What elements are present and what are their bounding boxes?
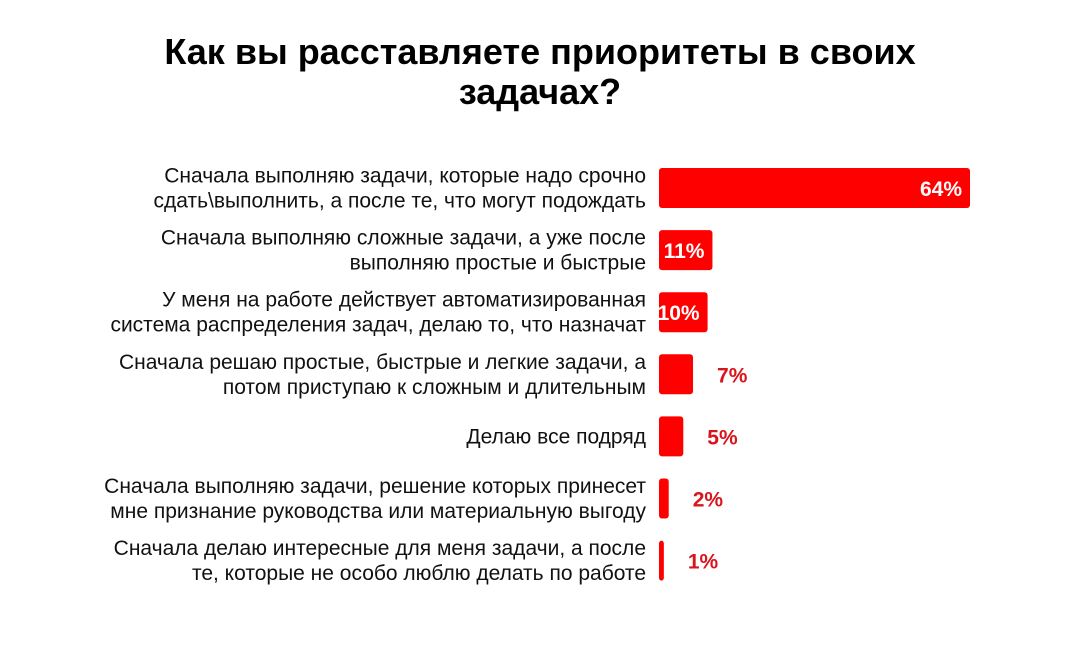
- category-label: Сначала делаю интересные для меня задачи…: [114, 537, 646, 585]
- category-label-line: Сначала делаю интересные для меня задачи…: [114, 537, 646, 560]
- category-label-line: мне признание руководства или материальн…: [110, 500, 646, 523]
- category-label-line: Делаю все подряд: [466, 425, 646, 448]
- value-label: 64%: [920, 178, 962, 201]
- value-label: 5%: [707, 426, 738, 449]
- value-label: 1%: [688, 551, 719, 574]
- category-label: Делаю все подряд: [466, 425, 646, 448]
- category-label-line: сдать\выполнить, а после те, что могут п…: [153, 190, 646, 213]
- bar: [659, 540, 664, 581]
- category-label: Сначала выполняю сложные задачи, а уже п…: [161, 227, 646, 275]
- category-label-line: те, которые не особо люблю делать по раб…: [192, 562, 646, 585]
- bar: [659, 230, 713, 271]
- category-label-line: потом приступаю к сложным и длительным: [223, 376, 646, 399]
- category-label-line: выполняю простые и быстрые: [350, 252, 646, 275]
- category-label: Сначала выполняю задачи, решение которых…: [104, 475, 646, 523]
- category-label-line: Сначала решаю простые, быстрые и легкие …: [119, 351, 646, 374]
- category-label-line: Сначала выполняю задачи, которые надо ср…: [164, 165, 646, 188]
- bar: [659, 292, 708, 333]
- category-label-line: Сначала выполняю сложные задачи, а уже п…: [161, 227, 646, 250]
- category-label: Сначала решаю простые, быстрые и легкие …: [119, 351, 646, 399]
- value-label: 10%: [658, 302, 700, 325]
- bar: [659, 416, 684, 457]
- value-label: 7%: [717, 364, 748, 387]
- value-label: 2%: [693, 489, 724, 512]
- bar: [659, 168, 970, 208]
- bar: [659, 478, 669, 519]
- chart-title: Как вы расставляете приоритеты в своих з…: [164, 31, 916, 112]
- category-label: Сначала выполняю задачи, которые надо ср…: [153, 165, 646, 213]
- category-label: У меня на работе действует автоматизиров…: [110, 289, 646, 337]
- value-label: 11%: [664, 240, 705, 263]
- category-label-line: Сначала выполняю задачи, решение которых…: [104, 475, 646, 498]
- category-label-line: система распределения задач, делаю то, ч…: [110, 314, 646, 337]
- category-label-line: У меня на работе действует автоматизиров…: [162, 289, 646, 312]
- bar: [659, 354, 694, 395]
